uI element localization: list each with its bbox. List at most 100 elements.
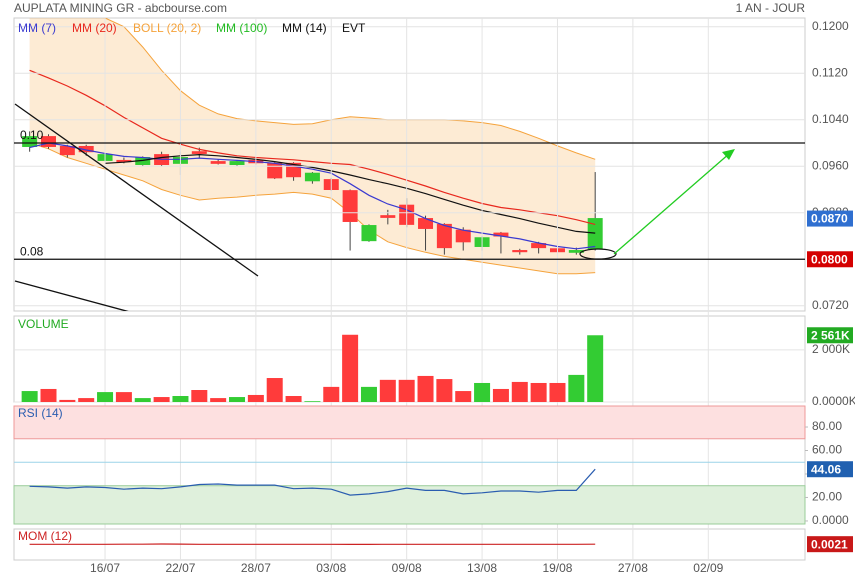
value-box bbox=[807, 327, 853, 344]
volume-bar bbox=[59, 399, 76, 402]
candle-body bbox=[267, 162, 283, 179]
volume-bar bbox=[285, 396, 302, 402]
volume-bar bbox=[78, 398, 95, 402]
arrow bbox=[613, 152, 731, 255]
volume-bar bbox=[153, 397, 170, 402]
trend-line bbox=[14, 280, 129, 311]
x-tick-label: 09/08 bbox=[392, 561, 422, 575]
value-label: 44.06 bbox=[811, 462, 841, 476]
legend: MM (7) MM (20) BOLL (20, 2) MM (100) MM … bbox=[18, 21, 366, 543]
value-label: 2 561K bbox=[811, 328, 850, 342]
candle-body bbox=[304, 172, 320, 182]
value-label: 0.0870 bbox=[811, 212, 848, 226]
y-tick-label: 80.00 bbox=[812, 419, 842, 433]
oversold-zone bbox=[13, 485, 806, 525]
volume-bar bbox=[304, 401, 321, 402]
candle-body bbox=[59, 145, 75, 156]
y-tick-label: 0.1120 bbox=[812, 65, 848, 79]
moving-average bbox=[29, 142, 596, 250]
volume-bar bbox=[530, 382, 547, 402]
legend-item: EVT bbox=[342, 21, 366, 35]
candle-body bbox=[455, 229, 471, 243]
volume-bar bbox=[266, 378, 283, 402]
x-tick-label: 28/07 bbox=[241, 561, 271, 575]
value-box bbox=[807, 536, 853, 553]
candle-body bbox=[342, 190, 358, 222]
legend-item: MM (20) bbox=[72, 21, 117, 35]
legend-item: MM (14) bbox=[282, 21, 327, 35]
candle-body bbox=[229, 161, 245, 165]
value-box bbox=[807, 210, 853, 227]
y-tick-label: 0.0720 bbox=[812, 298, 849, 312]
arrow-head bbox=[722, 149, 735, 160]
price-plot bbox=[22, 18, 603, 275]
y-tick-label: 0.0960 bbox=[812, 158, 849, 172]
volume-bar bbox=[587, 335, 604, 402]
candle-body bbox=[40, 136, 56, 147]
candle-body bbox=[361, 225, 377, 242]
volume-bar bbox=[40, 388, 57, 402]
overbought-zone bbox=[13, 405, 806, 440]
x-tick-label: 22/07 bbox=[165, 561, 195, 575]
legend-item: MM (100) bbox=[216, 21, 267, 35]
y-tick-label: 2 000K bbox=[812, 342, 850, 356]
moving-average bbox=[29, 69, 596, 225]
mom-panel bbox=[13, 528, 806, 561]
candle-body bbox=[380, 215, 396, 218]
candle-body bbox=[210, 161, 226, 164]
marks: 16/07 22/07 28/07 03/08 09/08 13/08 19/08 27/08… bbox=[13, 18, 855, 575]
value-box bbox=[807, 461, 853, 478]
x-tick-label: 16/07 bbox=[90, 561, 120, 575]
x-tick-label: 02/09 bbox=[693, 561, 723, 575]
volume-bar bbox=[210, 398, 227, 402]
volume-bar bbox=[474, 382, 491, 402]
legend-item: BOLL (20, 2) bbox=[133, 21, 201, 35]
volume-bar bbox=[21, 391, 38, 402]
volume-bar bbox=[115, 392, 132, 402]
boll-band bbox=[29, 18, 596, 274]
candle-body bbox=[22, 136, 38, 147]
volume-bar bbox=[436, 379, 453, 402]
x-tick-label: 13/08 bbox=[467, 561, 497, 575]
trend-line bbox=[14, 103, 259, 277]
panel-label: RSI (14) bbox=[18, 406, 63, 420]
y-tick-label: 0.1040 bbox=[812, 112, 849, 126]
value-box bbox=[807, 251, 853, 268]
y-tick-label: 0.1200 bbox=[812, 19, 849, 33]
candle-body bbox=[512, 250, 528, 253]
volume-bar bbox=[455, 391, 472, 402]
y-tick-label: 0.0000K bbox=[812, 394, 855, 408]
candle-body bbox=[436, 223, 452, 249]
value-label: 0.0800 bbox=[811, 252, 848, 266]
hline-label: 0.10 bbox=[20, 128, 44, 142]
volume-bar bbox=[417, 375, 434, 402]
panel-label: MOM (12) bbox=[18, 529, 72, 543]
volume-bar bbox=[398, 379, 415, 402]
price-panel bbox=[13, 17, 806, 312]
volume-bar bbox=[342, 334, 359, 402]
legend-item: MM (7) bbox=[18, 21, 56, 35]
volume-bar bbox=[191, 390, 208, 402]
value-label: 0.0021 bbox=[811, 537, 848, 551]
annotations bbox=[14, 103, 735, 311]
volume-bar bbox=[323, 386, 340, 402]
volume-bar bbox=[511, 381, 528, 402]
volume-bar bbox=[492, 388, 509, 402]
x-tick-label: 27/08 bbox=[618, 561, 648, 575]
panel-label: VOLUME bbox=[18, 317, 69, 331]
y-tick-label: 60.00 bbox=[812, 443, 842, 457]
period: 1 AN - JOUR bbox=[736, 1, 806, 15]
volume-bar bbox=[172, 396, 189, 402]
volume-bar bbox=[97, 392, 114, 402]
volume-bar bbox=[568, 374, 585, 402]
candle-body bbox=[191, 151, 207, 154]
rsi-line bbox=[29, 468, 596, 496]
x-tick-label: 03/08 bbox=[316, 561, 346, 575]
volume-bar bbox=[229, 397, 246, 402]
volume-bar bbox=[360, 386, 377, 402]
volume-bar bbox=[134, 398, 151, 402]
chart-title: AUPLATA MINING GR - abcbourse.com bbox=[14, 1, 227, 15]
boll-lower bbox=[29, 142, 596, 275]
